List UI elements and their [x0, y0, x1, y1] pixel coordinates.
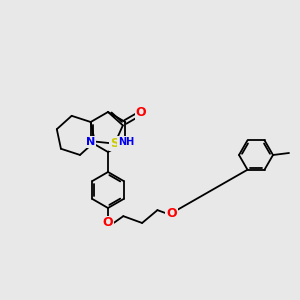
Text: O: O — [136, 106, 146, 119]
Text: NH: NH — [118, 137, 134, 147]
Text: O: O — [103, 217, 113, 230]
Text: N: N — [86, 137, 95, 147]
Text: S: S — [110, 137, 119, 150]
Text: O: O — [167, 207, 177, 220]
